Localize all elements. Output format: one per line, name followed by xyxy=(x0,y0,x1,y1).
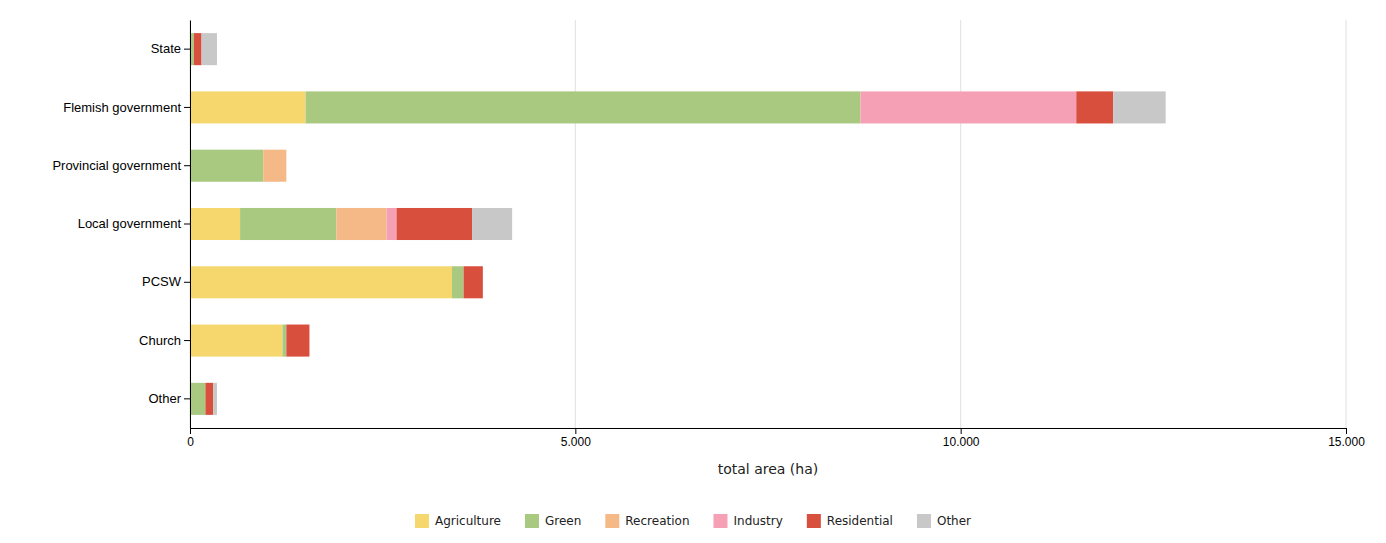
series xyxy=(387,91,1077,240)
y-tick: PCSW xyxy=(142,274,190,289)
legend-item: Other xyxy=(917,514,971,528)
x-tick: 5.000 xyxy=(561,428,591,449)
tick-label: Provincial government xyxy=(52,158,181,173)
y-tick: Church xyxy=(139,333,190,348)
y-tick: Provincial government xyxy=(52,158,190,173)
bar xyxy=(194,33,202,65)
bar xyxy=(282,325,286,357)
bar xyxy=(205,383,213,415)
legend-label: Agriculture xyxy=(435,514,501,528)
series xyxy=(194,33,1113,415)
legend-swatch xyxy=(917,514,931,528)
bar xyxy=(240,208,336,240)
bar xyxy=(213,383,217,415)
tick-label: 0 xyxy=(187,435,194,449)
legend: Agriculture Green Recreation Industry Reside… xyxy=(415,514,971,528)
tick-label: 10.000 xyxy=(943,435,980,449)
bar xyxy=(263,150,286,182)
x-tick: 15.000 xyxy=(1328,428,1365,449)
legend-swatch xyxy=(415,514,429,528)
y-tick: Local government xyxy=(78,216,190,231)
tick-label: PCSW xyxy=(142,274,182,289)
bar xyxy=(1076,91,1113,123)
tick-mark xyxy=(190,428,191,434)
legend-label: Industry xyxy=(733,514,782,528)
tick-mark xyxy=(184,282,190,283)
plot-area: 0 5.000 10.000 15.000 Other Church PCSW Local g… xyxy=(52,20,1365,477)
legend-swatch xyxy=(713,514,727,528)
grid-line xyxy=(1346,20,1347,428)
axis-domain xyxy=(191,428,1347,429)
grid-line xyxy=(575,20,576,428)
bar xyxy=(190,91,306,123)
bar xyxy=(286,150,287,182)
bar xyxy=(1113,91,1165,123)
tick-mark xyxy=(184,398,190,399)
bar xyxy=(306,91,861,123)
tick-label: Flemish government xyxy=(63,100,181,115)
chart: 0 5.000 10.000 15.000 Other Church PCSW Local g… xyxy=(0,0,1386,543)
y-tick: State xyxy=(151,41,190,56)
legend-swatch xyxy=(605,514,619,528)
bars xyxy=(190,33,1166,415)
bar xyxy=(190,266,452,298)
bar xyxy=(190,325,282,357)
bar xyxy=(387,208,397,240)
bar xyxy=(190,150,263,182)
legend-item: Green xyxy=(525,514,581,528)
series xyxy=(263,150,386,240)
x-tick: 10.000 xyxy=(943,428,980,449)
tick-mark xyxy=(575,428,576,434)
y-tick: Other xyxy=(148,391,190,406)
series xyxy=(190,33,860,415)
tick-mark xyxy=(184,49,190,50)
bar xyxy=(190,208,240,240)
tick-mark xyxy=(184,165,190,166)
grid-line xyxy=(960,20,961,428)
bar xyxy=(309,325,310,357)
tick-label: 5.000 xyxy=(561,435,591,449)
tick-mark xyxy=(961,428,962,434)
legend-label: Green xyxy=(545,514,581,528)
tick-mark xyxy=(184,107,190,108)
bar xyxy=(286,325,309,357)
tick-label: 15.000 xyxy=(1328,435,1365,449)
tick-label: State xyxy=(151,41,181,56)
tick-mark xyxy=(184,224,190,225)
tick-label: Church xyxy=(139,333,181,348)
legend-swatch xyxy=(807,514,821,528)
x-tick: 0 xyxy=(187,428,194,449)
legend-swatch xyxy=(525,514,539,528)
y-axis: Other Church PCSW Local government Provincia… xyxy=(52,21,190,429)
bar xyxy=(464,266,483,298)
tick-label: Other xyxy=(148,391,181,406)
series xyxy=(202,33,1166,415)
bar xyxy=(336,208,386,240)
x-axis-label: total area (ha) xyxy=(718,461,819,477)
tick-mark xyxy=(1346,428,1347,434)
bar xyxy=(397,208,473,240)
legend-item: Industry xyxy=(713,514,782,528)
x-axis: 0 5.000 10.000 15.000 xyxy=(187,428,1365,449)
bar xyxy=(286,150,287,182)
legend-label: Recreation xyxy=(625,514,689,528)
tick-mark xyxy=(184,340,190,341)
legend-label: Residential xyxy=(827,514,893,528)
legend-item: Recreation xyxy=(605,514,689,528)
bar xyxy=(472,208,512,240)
legend-item: Residential xyxy=(807,514,893,528)
bar xyxy=(482,266,483,298)
bar xyxy=(202,33,217,65)
bar xyxy=(452,266,464,298)
legend-label: Other xyxy=(937,514,971,528)
y-tick: Flemish government xyxy=(63,100,190,115)
bar xyxy=(190,383,205,415)
tick-label: Local government xyxy=(78,216,182,231)
axis-domain xyxy=(190,21,191,429)
bar xyxy=(860,91,1076,123)
legend-item: Agriculture xyxy=(415,514,501,528)
bar xyxy=(286,150,287,182)
grid xyxy=(190,20,1346,428)
